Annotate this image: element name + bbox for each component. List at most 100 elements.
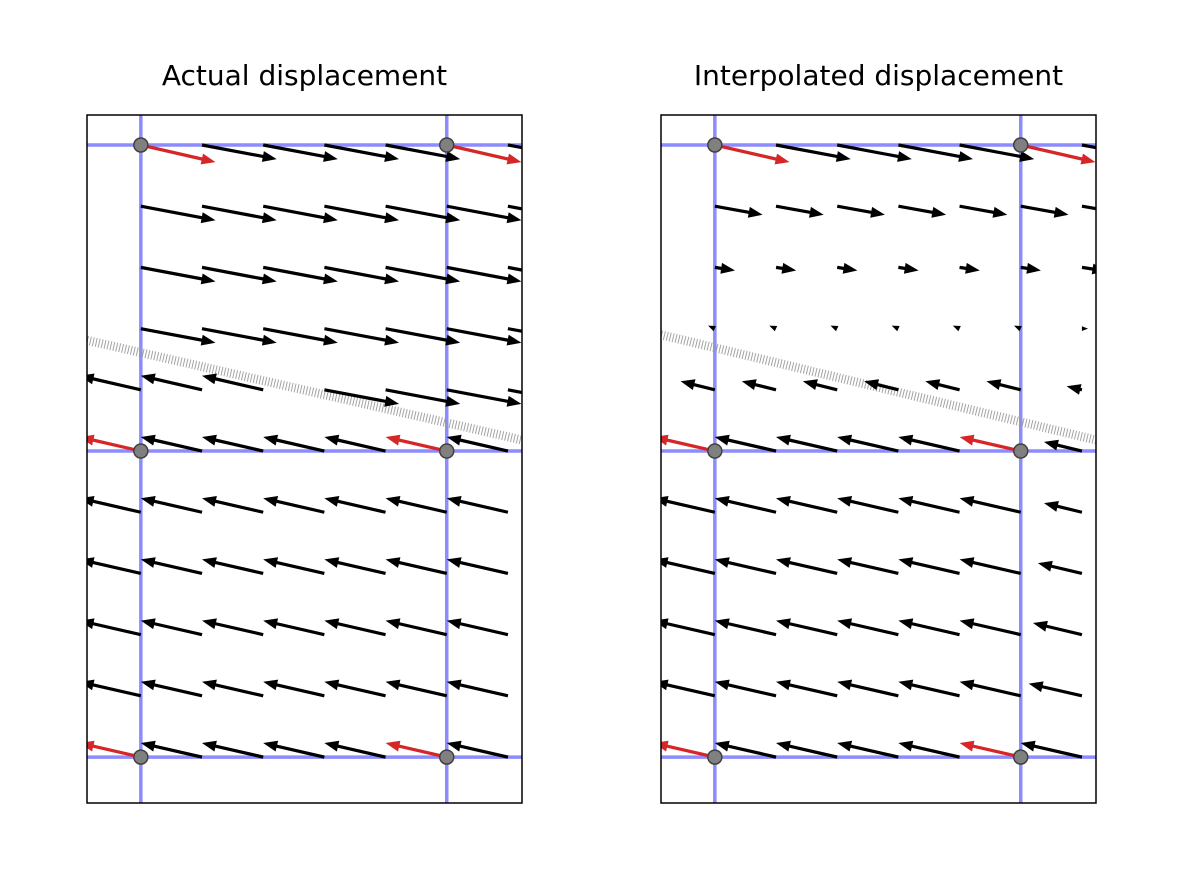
arrow [263, 618, 325, 637]
arrow [324, 204, 399, 224]
arrow [263, 679, 325, 698]
arrow [776, 557, 838, 575]
arrow [140, 618, 203, 637]
arrow [202, 740, 264, 759]
arrow [1033, 620, 1083, 637]
node [133, 443, 149, 459]
arrow [202, 434, 264, 453]
axes-frame [660, 114, 1097, 804]
arrow [140, 265, 216, 285]
arrow [263, 740, 325, 759]
arrow [1028, 681, 1083, 698]
arrow [769, 325, 778, 332]
arrow [1014, 325, 1022, 332]
arrow [959, 434, 1022, 453]
arrow [140, 557, 203, 575]
arrow [140, 327, 216, 346]
arrow [446, 618, 509, 637]
arrow [87, 373, 142, 392]
arrow [263, 557, 325, 575]
arrow [680, 379, 716, 392]
arrow [776, 740, 838, 759]
arrow [507, 388, 522, 395]
arrow [262, 265, 338, 285]
arrow [661, 679, 716, 698]
arrow [446, 434, 509, 453]
arrow [507, 143, 522, 150]
arrow [714, 679, 777, 698]
arrow [1081, 204, 1096, 211]
arrow [87, 618, 142, 637]
arrow [714, 262, 735, 274]
arrow [714, 740, 777, 759]
arrow [507, 327, 522, 333]
arrow [837, 740, 899, 759]
arrow [925, 379, 960, 392]
arrow [446, 204, 522, 224]
arrow [661, 434, 716, 453]
arrow [140, 679, 203, 698]
plot-area [661, 115, 1096, 803]
node [438, 443, 455, 459]
node [438, 137, 455, 153]
arrow [714, 204, 763, 218]
arrow [446, 557, 509, 575]
arrow [385, 327, 461, 346]
arrow [324, 618, 386, 637]
arrow [201, 143, 277, 162]
node [1012, 443, 1029, 459]
arrow [891, 325, 900, 332]
arrow [1081, 263, 1096, 275]
arrow [898, 496, 960, 514]
arrow [202, 618, 264, 637]
arrow [324, 143, 399, 162]
arrow [262, 143, 338, 162]
node [1012, 137, 1029, 153]
arrow [202, 679, 264, 698]
arrow [202, 557, 264, 575]
arrow [1020, 262, 1041, 274]
arrow [1044, 439, 1083, 453]
arrow [837, 434, 899, 453]
arrow [262, 327, 338, 346]
arrow [1044, 501, 1083, 514]
fault-line [661, 330, 1096, 445]
arrow [1020, 740, 1083, 759]
arrow [262, 204, 338, 224]
arrow [741, 379, 777, 392]
arrow [837, 679, 899, 698]
arrow [714, 143, 790, 165]
arrow [385, 265, 461, 285]
node [438, 749, 455, 765]
arrow [385, 618, 448, 637]
arrow [952, 325, 961, 332]
arrow [324, 740, 386, 759]
arrow [775, 143, 851, 162]
arrow [898, 557, 960, 575]
arrow [959, 740, 1022, 759]
arrow [864, 379, 899, 392]
arrow [836, 204, 885, 218]
plot-area [87, 115, 522, 803]
arrow [898, 618, 960, 637]
node [707, 137, 723, 153]
arrow [263, 434, 325, 453]
arrow [802, 379, 838, 392]
arrow [324, 557, 386, 575]
node [1012, 749, 1029, 765]
arrow [898, 143, 973, 162]
arrow [385, 434, 448, 453]
node [707, 443, 723, 459]
arrow [201, 265, 277, 285]
arrow [263, 496, 325, 514]
arrow [140, 434, 203, 453]
arrow [87, 434, 142, 453]
arrow [714, 496, 777, 514]
arrow [1081, 143, 1096, 150]
arrow [324, 265, 399, 285]
arrow [385, 740, 448, 759]
arrow [714, 557, 777, 575]
arrow [898, 740, 960, 759]
arrow [898, 679, 960, 698]
chart-title: Interpolated displacement [694, 59, 1063, 92]
